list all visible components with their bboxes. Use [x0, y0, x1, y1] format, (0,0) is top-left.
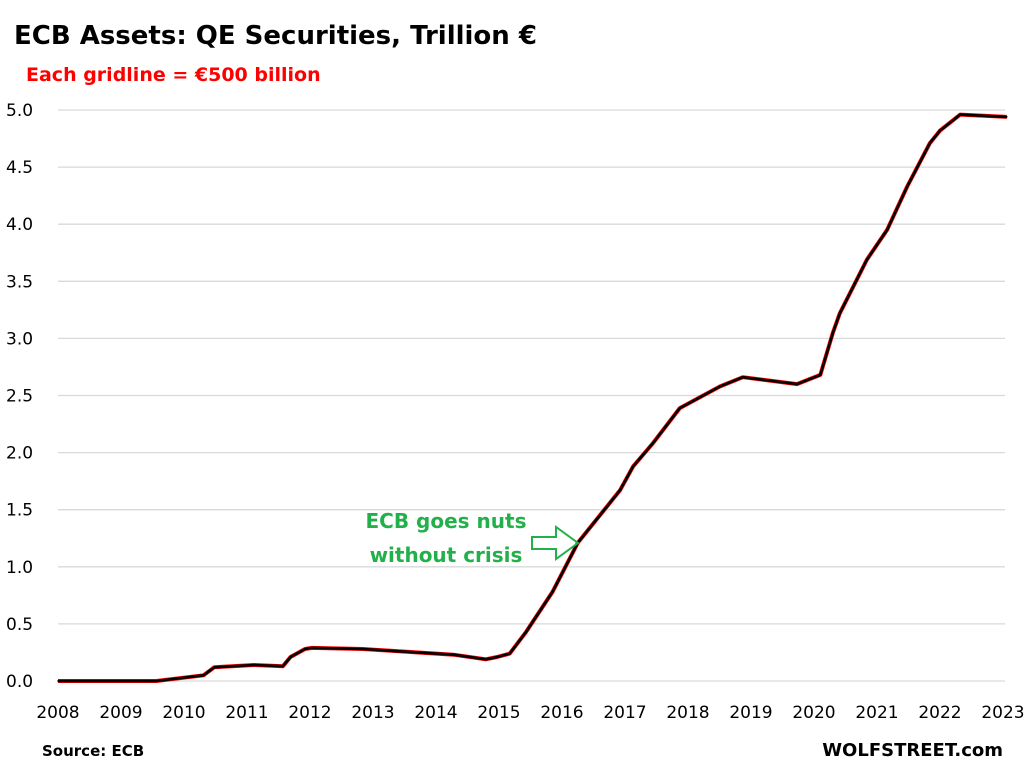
y-tick-label: 0.5 [6, 615, 33, 635]
x-tick-label: 2014 [414, 703, 457, 723]
y-axis-ticks: 0.0 0.5 1.0 1.5 2.0 2.5 3.0 3.5 4.0 4.5 5.0 [6, 101, 33, 692]
x-tick-label: 2008 [36, 703, 79, 723]
data-point [886, 229, 888, 231]
data-point [57, 680, 59, 682]
data-point [819, 374, 822, 376]
x-tick-label: 2009 [99, 703, 142, 723]
y-tick-label: 1.5 [6, 501, 33, 521]
data-point [282, 665, 284, 667]
x-tick-label: 2013 [351, 703, 394, 723]
data-point [619, 489, 621, 492]
x-tick-label: 2018 [666, 703, 709, 723]
data-point [959, 113, 961, 116]
data-point [906, 185, 909, 188]
data-point [508, 652, 511, 655]
data-point [939, 129, 941, 132]
brand-watermark: WOLFSTREET.com [822, 740, 1003, 761]
annotation-line-2: without crisis [370, 543, 523, 567]
x-tick-label: 2012 [288, 703, 331, 723]
series-line [57, 112, 1008, 683]
x-tick-label: 2015 [477, 703, 520, 723]
data-point [155, 680, 158, 682]
data-point [1005, 116, 1008, 118]
y-tick-label: 3.0 [6, 329, 33, 349]
series-line-outline [58, 112, 1007, 683]
y-tick-label: 0.0 [6, 672, 33, 692]
right-arrow-icon [531, 525, 580, 561]
data-point [742, 376, 744, 379]
x-tick-label: 2011 [225, 703, 268, 723]
data-point [253, 664, 255, 666]
data-point [525, 631, 527, 633]
data-point [719, 385, 721, 388]
data-point [496, 656, 498, 658]
annotation: ECB goes nuts without crisis [366, 509, 580, 567]
chart-subtitle: Each gridline = €500 billion [26, 64, 321, 86]
gridlines [58, 109, 1005, 682]
x-tick-label: 2023 [981, 703, 1024, 723]
data-point [289, 656, 292, 658]
data-point [796, 383, 798, 385]
y-tick-label: 1.0 [6, 558, 33, 578]
y-tick-label: 2.5 [6, 387, 33, 407]
data-point [213, 666, 216, 669]
data-point [398, 650, 400, 653]
x-tick-label: 2020 [792, 703, 835, 723]
data-point [651, 442, 654, 445]
y-tick-label: 4.0 [6, 215, 33, 235]
data-point [484, 658, 487, 661]
x-tick-label: 2016 [540, 703, 583, 723]
y-tick-label: 5.0 [6, 101, 33, 121]
x-tick-label: 2019 [729, 703, 772, 723]
data-point [304, 648, 306, 650]
data-point [632, 465, 634, 468]
data-point [362, 648, 364, 650]
data-point [551, 591, 554, 593]
data-point [452, 653, 455, 656]
data-point [839, 312, 841, 315]
annotation-line-1: ECB goes nuts [366, 509, 527, 533]
source-label: Source: ECB [42, 742, 144, 760]
data-point [311, 647, 313, 649]
y-tick-label: 2.0 [6, 444, 33, 464]
x-tick-label: 2021 [855, 703, 898, 723]
chart-title: ECB Assets: QE Securities, Trillion € [14, 21, 537, 51]
y-tick-label: 3.5 [6, 272, 33, 292]
data-point [929, 142, 931, 144]
y-tick-label: 4.5 [6, 158, 33, 178]
x-tick-label: 2017 [603, 703, 646, 723]
x-axis-ticks: 2008 2009 2010 2011 2012 2013 2014 2015 2016 2017… [36, 703, 1024, 723]
series-line-path [58, 113, 1007, 683]
data-point [679, 407, 681, 409]
data-point [832, 331, 834, 334]
data-point [202, 674, 205, 677]
x-tick-label: 2010 [162, 703, 205, 723]
x-tick-label: 2022 [918, 703, 961, 723]
data-point [866, 258, 868, 261]
